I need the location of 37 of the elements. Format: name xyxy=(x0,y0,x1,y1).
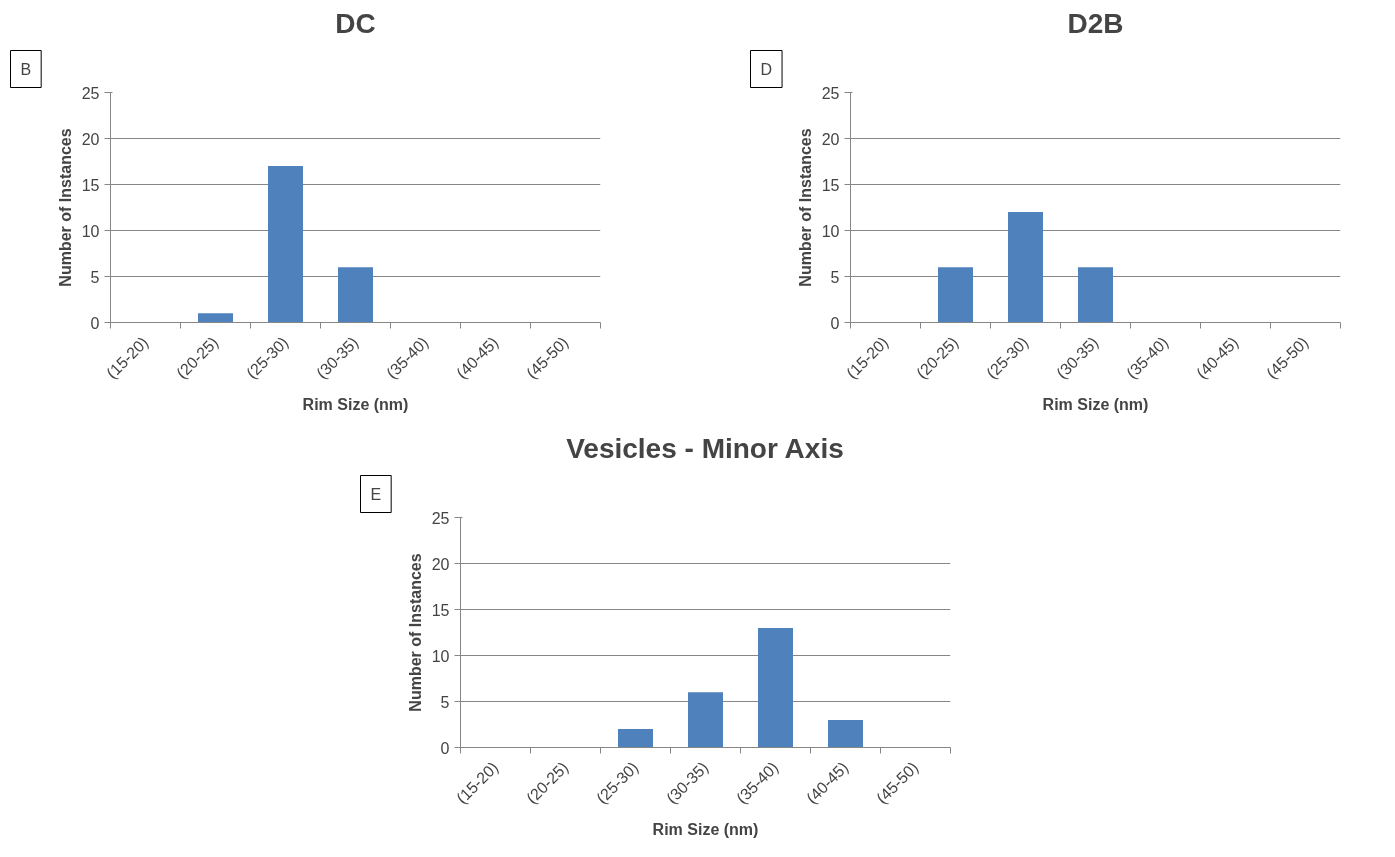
y-tick-label: 10 xyxy=(81,222,100,240)
chart-title: Vesicles - Minor Axis xyxy=(566,432,844,464)
bar xyxy=(828,719,863,748)
y-tick-label: 10 xyxy=(431,647,450,665)
text: B xyxy=(20,60,32,78)
y-tick-label: 25 xyxy=(821,84,840,102)
bar xyxy=(618,729,653,748)
y-axis-title: Number of Instances xyxy=(56,128,74,287)
x-axis-title: Rim Size (nm) xyxy=(652,820,759,838)
x-axis-title: Rim Size (nm) xyxy=(1042,395,1149,413)
y-tick-label: 0 xyxy=(90,314,100,332)
y-tick-label: 15 xyxy=(81,176,100,194)
y-axis-title: Number of Instances xyxy=(406,553,424,712)
text: D xyxy=(760,60,773,78)
bar xyxy=(198,313,233,323)
x-axis-title: Rim Size (nm) xyxy=(302,395,409,413)
y-tick-label: 15 xyxy=(431,601,450,619)
y-tick-label: 5 xyxy=(90,268,100,286)
y-tick-label: 0 xyxy=(440,739,450,757)
bar xyxy=(758,627,793,748)
text: E xyxy=(370,485,382,503)
y-tick-label: 25 xyxy=(431,509,450,527)
bar xyxy=(268,166,303,323)
bar xyxy=(688,692,723,748)
y-tick-label: 25 xyxy=(81,84,100,102)
y-tick-label: 0 xyxy=(830,314,840,332)
bar xyxy=(338,267,373,323)
y-tick-label: 20 xyxy=(431,555,450,573)
y-tick-label: 20 xyxy=(81,130,100,148)
y-tick-label: 5 xyxy=(440,693,450,711)
y-tick-label: 15 xyxy=(821,176,840,194)
y-tick-label: 5 xyxy=(830,268,840,286)
y-tick-label: 10 xyxy=(821,222,840,240)
chart-title: DC xyxy=(335,7,376,39)
y-axis-title: Number of Instances xyxy=(796,128,814,287)
chart-title: D2B xyxy=(1067,7,1124,39)
y-tick-label: 20 xyxy=(821,130,840,148)
